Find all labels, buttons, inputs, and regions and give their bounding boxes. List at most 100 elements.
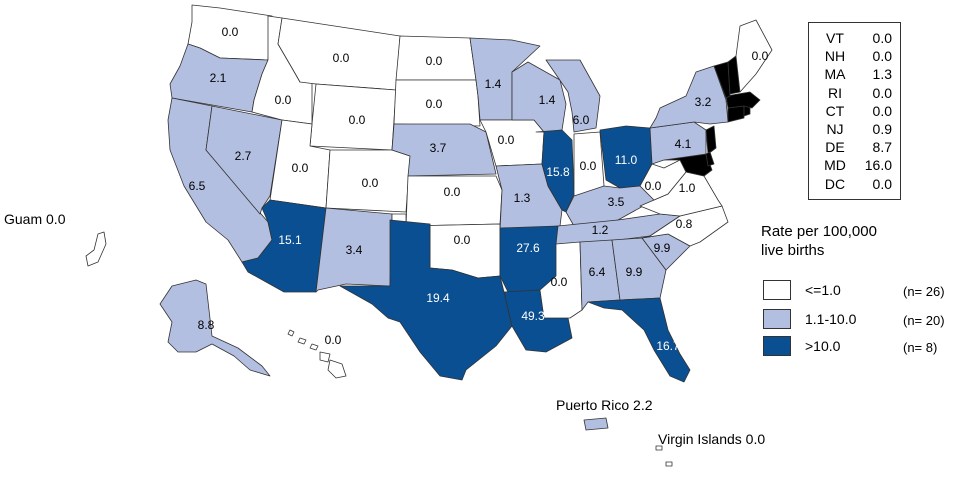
label-PA: 4.1 <box>675 137 692 151</box>
label-AR: 27.6 <box>516 241 540 255</box>
state-IL <box>535 129 575 213</box>
label-WV: 0.0 <box>645 179 662 193</box>
label-HI: 0.0 <box>325 333 342 347</box>
label-NY: 3.2 <box>695 95 712 109</box>
legend-swatch-low <box>763 280 791 300</box>
label-TX: 19.4 <box>426 291 450 305</box>
label-UT: 0.0 <box>292 161 309 175</box>
label-WA: 0.0 <box>222 25 239 39</box>
small-state-row: DE 8.7 <box>819 138 892 156</box>
legend-title-line2: live births <box>761 242 825 259</box>
legend-title: Rate per 100,000 live births <box>761 222 877 260</box>
label-NV: 2.7 <box>235 149 252 163</box>
label-puerto-rico: Puerto Rico 2.2 <box>556 397 653 413</box>
label-CO: 0.0 <box>362 176 379 190</box>
state-DE <box>705 151 715 167</box>
small-state-value: 8.7 <box>872 139 892 156</box>
virgin-islands-shape <box>655 445 673 467</box>
label-CA: 6.5 <box>189 179 206 193</box>
label-guam: Guam 0.0 <box>4 211 66 227</box>
state-TX <box>339 219 513 381</box>
small-state-row: VT 0.0 <box>819 29 892 47</box>
puerto-rico-shape <box>583 417 609 431</box>
state-VT <box>713 61 731 99</box>
label-AL: 6.4 <box>589 265 606 279</box>
legend-swatch-mid <box>763 309 791 329</box>
small-state-abbr: VT <box>826 30 844 46</box>
legend-count-low: (n= 26) <box>903 284 945 299</box>
label-OR: 2.1 <box>210 71 227 85</box>
label-VA: 1.0 <box>679 181 696 195</box>
state-MI <box>545 59 601 133</box>
label-NC: 0.8 <box>676 217 693 231</box>
small-state-row: MD 16.0 <box>819 156 892 174</box>
label-OH: 11.0 <box>615 153 638 167</box>
state-GA <box>611 237 667 301</box>
label-IN: 0.0 <box>580 159 597 173</box>
small-state-abbr: NJ <box>826 121 844 138</box>
legend-count-mid: (n= 20) <box>903 313 945 328</box>
label-MT: 0.0 <box>333 51 350 65</box>
label-NM: 3.4 <box>346 243 363 257</box>
small-state-value: 0.0 <box>872 48 892 65</box>
label-IA: 0.0 <box>498 133 515 147</box>
small-state-abbr: MA <box>824 66 846 83</box>
state-FL <box>587 297 691 383</box>
small-state-abbr: NH <box>824 48 846 65</box>
label-ME: 0.0 <box>752 49 769 63</box>
small-states-table: VT 0.0 NH 0.0 MA 1.3 RI 0.0 CT 0.0 NJ 0.9 DE 8.7 MD 16.… <box>808 22 901 200</box>
small-state-row: RI 0.0 <box>819 84 892 102</box>
small-state-value: 0.0 <box>872 84 892 101</box>
state-KS <box>405 175 503 227</box>
label-TN: 1.2 <box>592 223 609 237</box>
small-state-abbr: DE <box>825 139 845 156</box>
state-NY <box>649 65 729 129</box>
small-state-value: 0.9 <box>872 121 892 138</box>
small-state-row: MA 1.3 <box>819 65 893 83</box>
label-OK: 0.0 <box>454 233 471 247</box>
label-ID: 0.0 <box>275 93 292 107</box>
label-AZ: 15.1 <box>278 233 302 247</box>
label-MO: 1.3 <box>514 191 531 205</box>
label-ND: 0.0 <box>426 54 443 68</box>
small-state-row: NJ 0.9 <box>819 120 892 138</box>
state-NE <box>391 123 497 177</box>
label-SD: 0.0 <box>426 97 443 111</box>
state-AK <box>159 279 271 377</box>
legend-label-low: <=1.0 <box>805 282 841 298</box>
small-state-value: 1.3 <box>872 66 892 83</box>
guam-shape <box>85 231 107 267</box>
label-virgin-islands: Virgin Islands 0.0 <box>658 431 765 447</box>
legend-title-line1: Rate per 100,000 <box>761 223 877 240</box>
state-CT <box>727 105 745 123</box>
small-state-value: 16.0 <box>864 157 892 174</box>
state-ME <box>735 19 773 93</box>
small-state-abbr: MD <box>824 157 846 174</box>
small-state-value: 0.0 <box>872 30 892 46</box>
label-MN: 1.4 <box>485 77 502 91</box>
label-WI: 1.4 <box>539 93 556 107</box>
label-WY: 0.0 <box>349 113 366 127</box>
legend-swatch-high <box>763 336 791 356</box>
label-NE: 3.7 <box>430 141 447 155</box>
small-state-row: DC 0.0 <box>819 175 892 193</box>
small-state-row: CT 0.0 <box>819 102 892 120</box>
label-KY: 3.5 <box>608 195 625 209</box>
state-WY <box>309 83 397 151</box>
small-state-row: NH 0.0 <box>819 47 892 65</box>
small-state-abbr: CT <box>825 102 845 119</box>
state-MA <box>725 91 761 109</box>
label-MS: 0.0 <box>551 275 568 289</box>
legend-count-high: (n= 8) <box>903 340 938 355</box>
legend-label-high: >10.0 <box>805 338 841 354</box>
state-HI <box>287 329 347 379</box>
small-state-abbr: DC <box>824 175 846 192</box>
label-FL: 16.7 <box>656 339 680 353</box>
label-LA: 49.3 <box>521 309 545 323</box>
small-state-value: 0.0 <box>872 102 892 119</box>
label-MI: 6.0 <box>573 113 590 127</box>
label-GA: 9.9 <box>626 265 643 279</box>
small-state-abbr: RI <box>828 84 842 101</box>
label-IL: 15.8 <box>546 165 570 179</box>
